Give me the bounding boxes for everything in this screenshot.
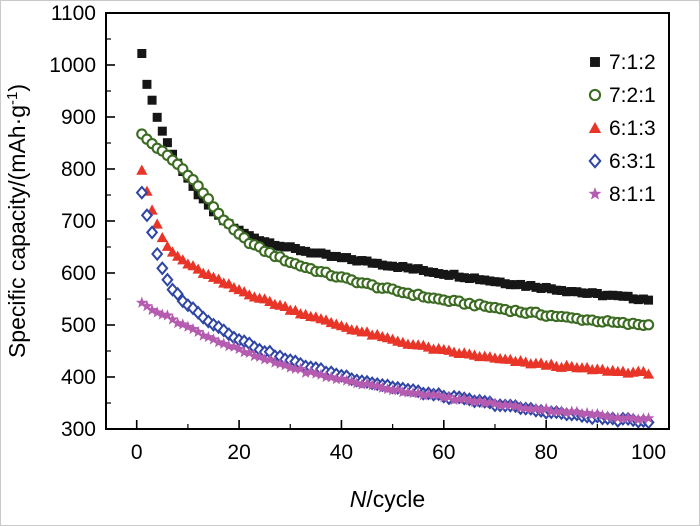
legend: 7:1:2 7:2:1 6:1:3 6:3:1 8:1:1 xyxy=(588,51,656,206)
legend-label: 8:1:1 xyxy=(609,183,656,206)
series-8:1:1 xyxy=(135,296,655,425)
y-tick-label: 700 xyxy=(61,210,96,233)
legend-label: 6:1:3 xyxy=(609,117,656,140)
legend-label: 7:1:2 xyxy=(609,51,656,74)
y-tick-label: 300 xyxy=(61,418,96,441)
y-tick-label: 800 xyxy=(61,158,96,181)
legend-item-7:1:2: 7:1:2 xyxy=(590,51,656,74)
x-tick-label: 20 xyxy=(227,441,250,464)
legend-label: 6:3:1 xyxy=(609,150,656,173)
series-7:2:1 xyxy=(136,128,655,331)
x-tick-label: 80 xyxy=(534,441,557,464)
legend-item-6:3:1: 6:3:1 xyxy=(588,150,656,173)
legend-item-7:2:1: 7:2:1 xyxy=(588,84,656,107)
legend-item-6:1:3: 6:1:3 xyxy=(588,117,656,140)
x-tick-label: 100 xyxy=(631,441,666,464)
plot-frame xyxy=(105,12,670,430)
y-tick-label: 1000 xyxy=(49,54,96,77)
tick-labels: 300 400 500 600 700 800 900 1000 1100 0 20 40 60 80 10… xyxy=(49,2,666,464)
y-tick-label: 600 xyxy=(61,262,96,285)
legend-label: 7:2:1 xyxy=(609,84,656,107)
x-axis-label: N/cycle xyxy=(350,486,425,512)
x-tick-label: 40 xyxy=(330,441,353,464)
x-tick-label: 60 xyxy=(432,441,455,464)
legend-item-8:1:1: 8:1:1 xyxy=(588,183,656,206)
x-tick-label: 0 xyxy=(131,441,143,464)
y-tick-label: 400 xyxy=(61,366,96,389)
y-axis-label: Specific capacity/(mAh·g-1) xyxy=(4,84,30,358)
y-tick-label: 900 xyxy=(61,106,96,129)
y-tick-label: 1100 xyxy=(51,2,96,25)
series-6:1:3 xyxy=(136,164,655,379)
y-tick-label: 500 xyxy=(61,314,96,337)
